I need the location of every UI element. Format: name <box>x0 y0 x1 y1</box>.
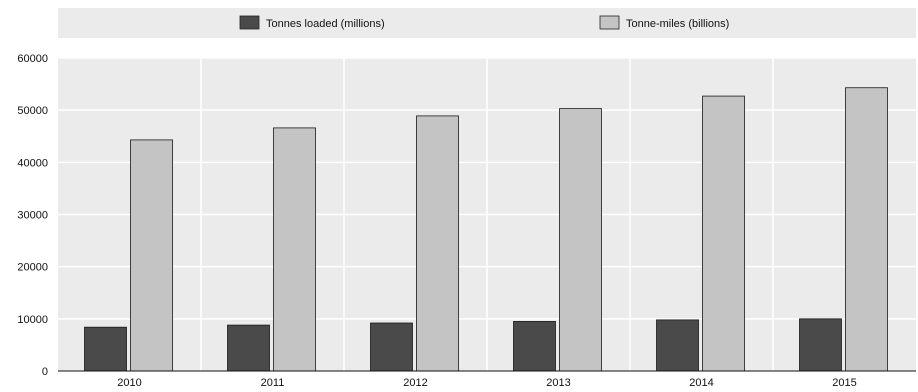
bar-tonnes-loaded-2011 <box>227 324 270 372</box>
x-tick-label: 2015 <box>832 377 856 389</box>
bar-tonne-miles-2015 <box>845 87 888 372</box>
x-tick-label: 2012 <box>403 377 427 389</box>
legend-band <box>58 8 916 38</box>
y-tick-label: 0 <box>42 366 48 378</box>
legend-label-tonne-miles: Tonne-miles (billions) <box>626 18 729 30</box>
y-tick-label: 50000 <box>17 105 48 117</box>
x-tick-label: 2010 <box>117 377 141 389</box>
bar-tonnes-loaded-2014 <box>656 319 699 372</box>
bar-tonne-miles-2012 <box>416 115 459 372</box>
x-axis-ticks: 2010 2011 2012 2013 2014 2015 <box>117 377 856 389</box>
legend-swatch-tonne-miles <box>599 15 620 30</box>
y-tick-label: 10000 <box>17 314 48 326</box>
x-tick-label: 2014 <box>689 377 713 389</box>
bar-tonnes-loaded-2013 <box>513 321 556 372</box>
bar-tonnes-loaded-2015 <box>799 318 842 372</box>
bar-tonnes-loaded-2010 <box>84 326 127 372</box>
y-tick-label: 30000 <box>17 210 48 222</box>
bar-tonne-miles-2013 <box>559 108 602 372</box>
bars <box>84 87 888 372</box>
legend: Tonnes loaded (millions) Tonne-miles (bi… <box>239 15 729 30</box>
legend-label-tonnes-loaded: Tonnes loaded (millions) <box>266 18 385 30</box>
x-tick-label: 2013 <box>546 377 570 389</box>
y-tick-label: 40000 <box>17 157 48 169</box>
y-tick-label: 60000 <box>17 53 48 65</box>
legend-swatch-tonnes-loaded <box>239 15 260 30</box>
bar-tonne-miles-2011 <box>273 127 316 372</box>
bar-tonne-miles-2014 <box>702 95 745 372</box>
bar-tonne-miles-2010 <box>130 139 173 372</box>
x-tick-label: 2011 <box>261 377 285 389</box>
y-tick-label: 20000 <box>17 262 48 274</box>
bar-tonnes-loaded-2012 <box>370 322 413 372</box>
gridlines <box>58 57 916 371</box>
y-axis-ticks: 0 10000 20000 30000 40000 50000 60000 <box>17 53 48 378</box>
